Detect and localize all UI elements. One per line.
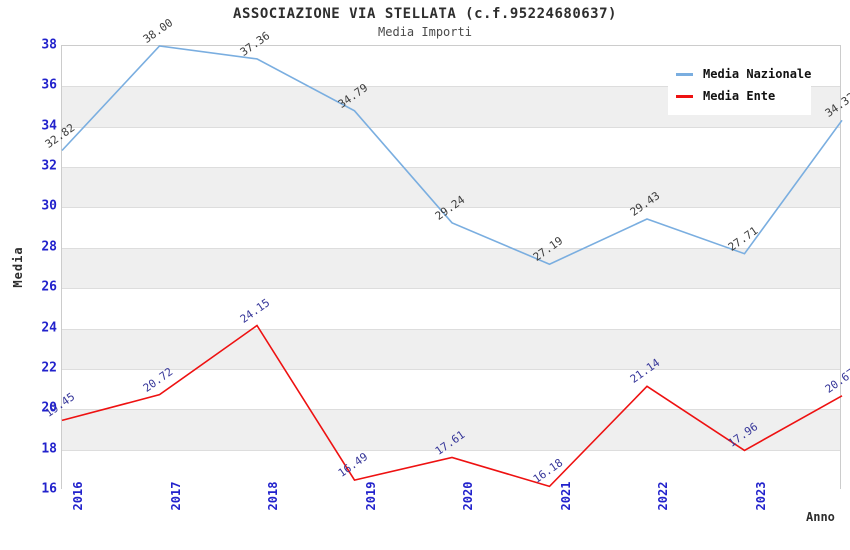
y-tick-label: 26 (41, 279, 57, 295)
series-lines (61, 45, 843, 488)
legend-label: Media Ente (703, 89, 776, 103)
gridline (62, 247, 840, 249)
chart-subtitle: Media Importi (378, 25, 472, 39)
gridline (62, 449, 840, 451)
x-tick-label: 2019 (363, 481, 378, 511)
y-tick-label: 16 (41, 481, 57, 497)
grid-band (62, 409, 840, 450)
x-tick-label: 2016 (71, 481, 85, 511)
y-tick-label: 30 (41, 198, 57, 214)
y-axis-title: Media (11, 246, 25, 288)
y-tick-label: 24 (41, 320, 57, 336)
y-tick-label: 34 (41, 118, 57, 134)
x-tick-label: 2017 (168, 481, 183, 511)
line-media-nazionale (61, 45, 843, 266)
y-tick-label: 32 (41, 158, 57, 174)
legend-label: Media Nazionale (703, 67, 812, 81)
legend: Media Nazionale Media Ente (668, 57, 811, 115)
x-axis-title: Anno (806, 510, 835, 524)
x-tick-label: 2018 (266, 481, 280, 511)
chart-title: ASSOCIAZIONE VIA STELLATA (c.f.952246806… (233, 6, 617, 22)
grid-band (62, 167, 840, 208)
y-tick-label: 18 (41, 441, 57, 457)
gridline (62, 288, 840, 290)
gridline (62, 368, 840, 370)
x-tick-label: 2023 (753, 481, 768, 511)
x-tick-label: 2021 (558, 481, 573, 511)
y-tick-label: 38 (41, 37, 57, 53)
grid-band (62, 247, 840, 289)
grid-band (62, 449, 840, 490)
grid-band (62, 126, 840, 168)
y-tick-label: 36 (41, 77, 57, 93)
plot-area: 32.82 38.00 37.36 34.79 29.24 27.19 29.43 27.71… (43, 16, 850, 490)
gridline (62, 167, 840, 169)
y-tick-label: 20 (41, 400, 57, 416)
gridline (62, 86, 840, 88)
grid-band (62, 368, 840, 410)
gridline (62, 328, 840, 330)
x-tick-label: 2024 (841, 490, 850, 502)
y-tick-label: 22 (41, 360, 57, 376)
y-tick-label: 28 (41, 239, 57, 255)
legend-swatch-icon (676, 72, 693, 76)
x-tick-label: 2022 (656, 481, 670, 511)
legend-swatch-icon (676, 94, 693, 98)
legend-item-media-nazionale: Media Nazionale (676, 63, 811, 85)
legend-item-media-ente: Media Ente (676, 85, 803, 107)
gridline (62, 207, 840, 209)
gridline (62, 409, 840, 411)
gridline (62, 126, 840, 128)
grid-band (62, 288, 840, 329)
grid-band (62, 328, 840, 369)
x-tick-label: 2020 (461, 481, 475, 511)
line-media-ente (61, 324, 843, 488)
